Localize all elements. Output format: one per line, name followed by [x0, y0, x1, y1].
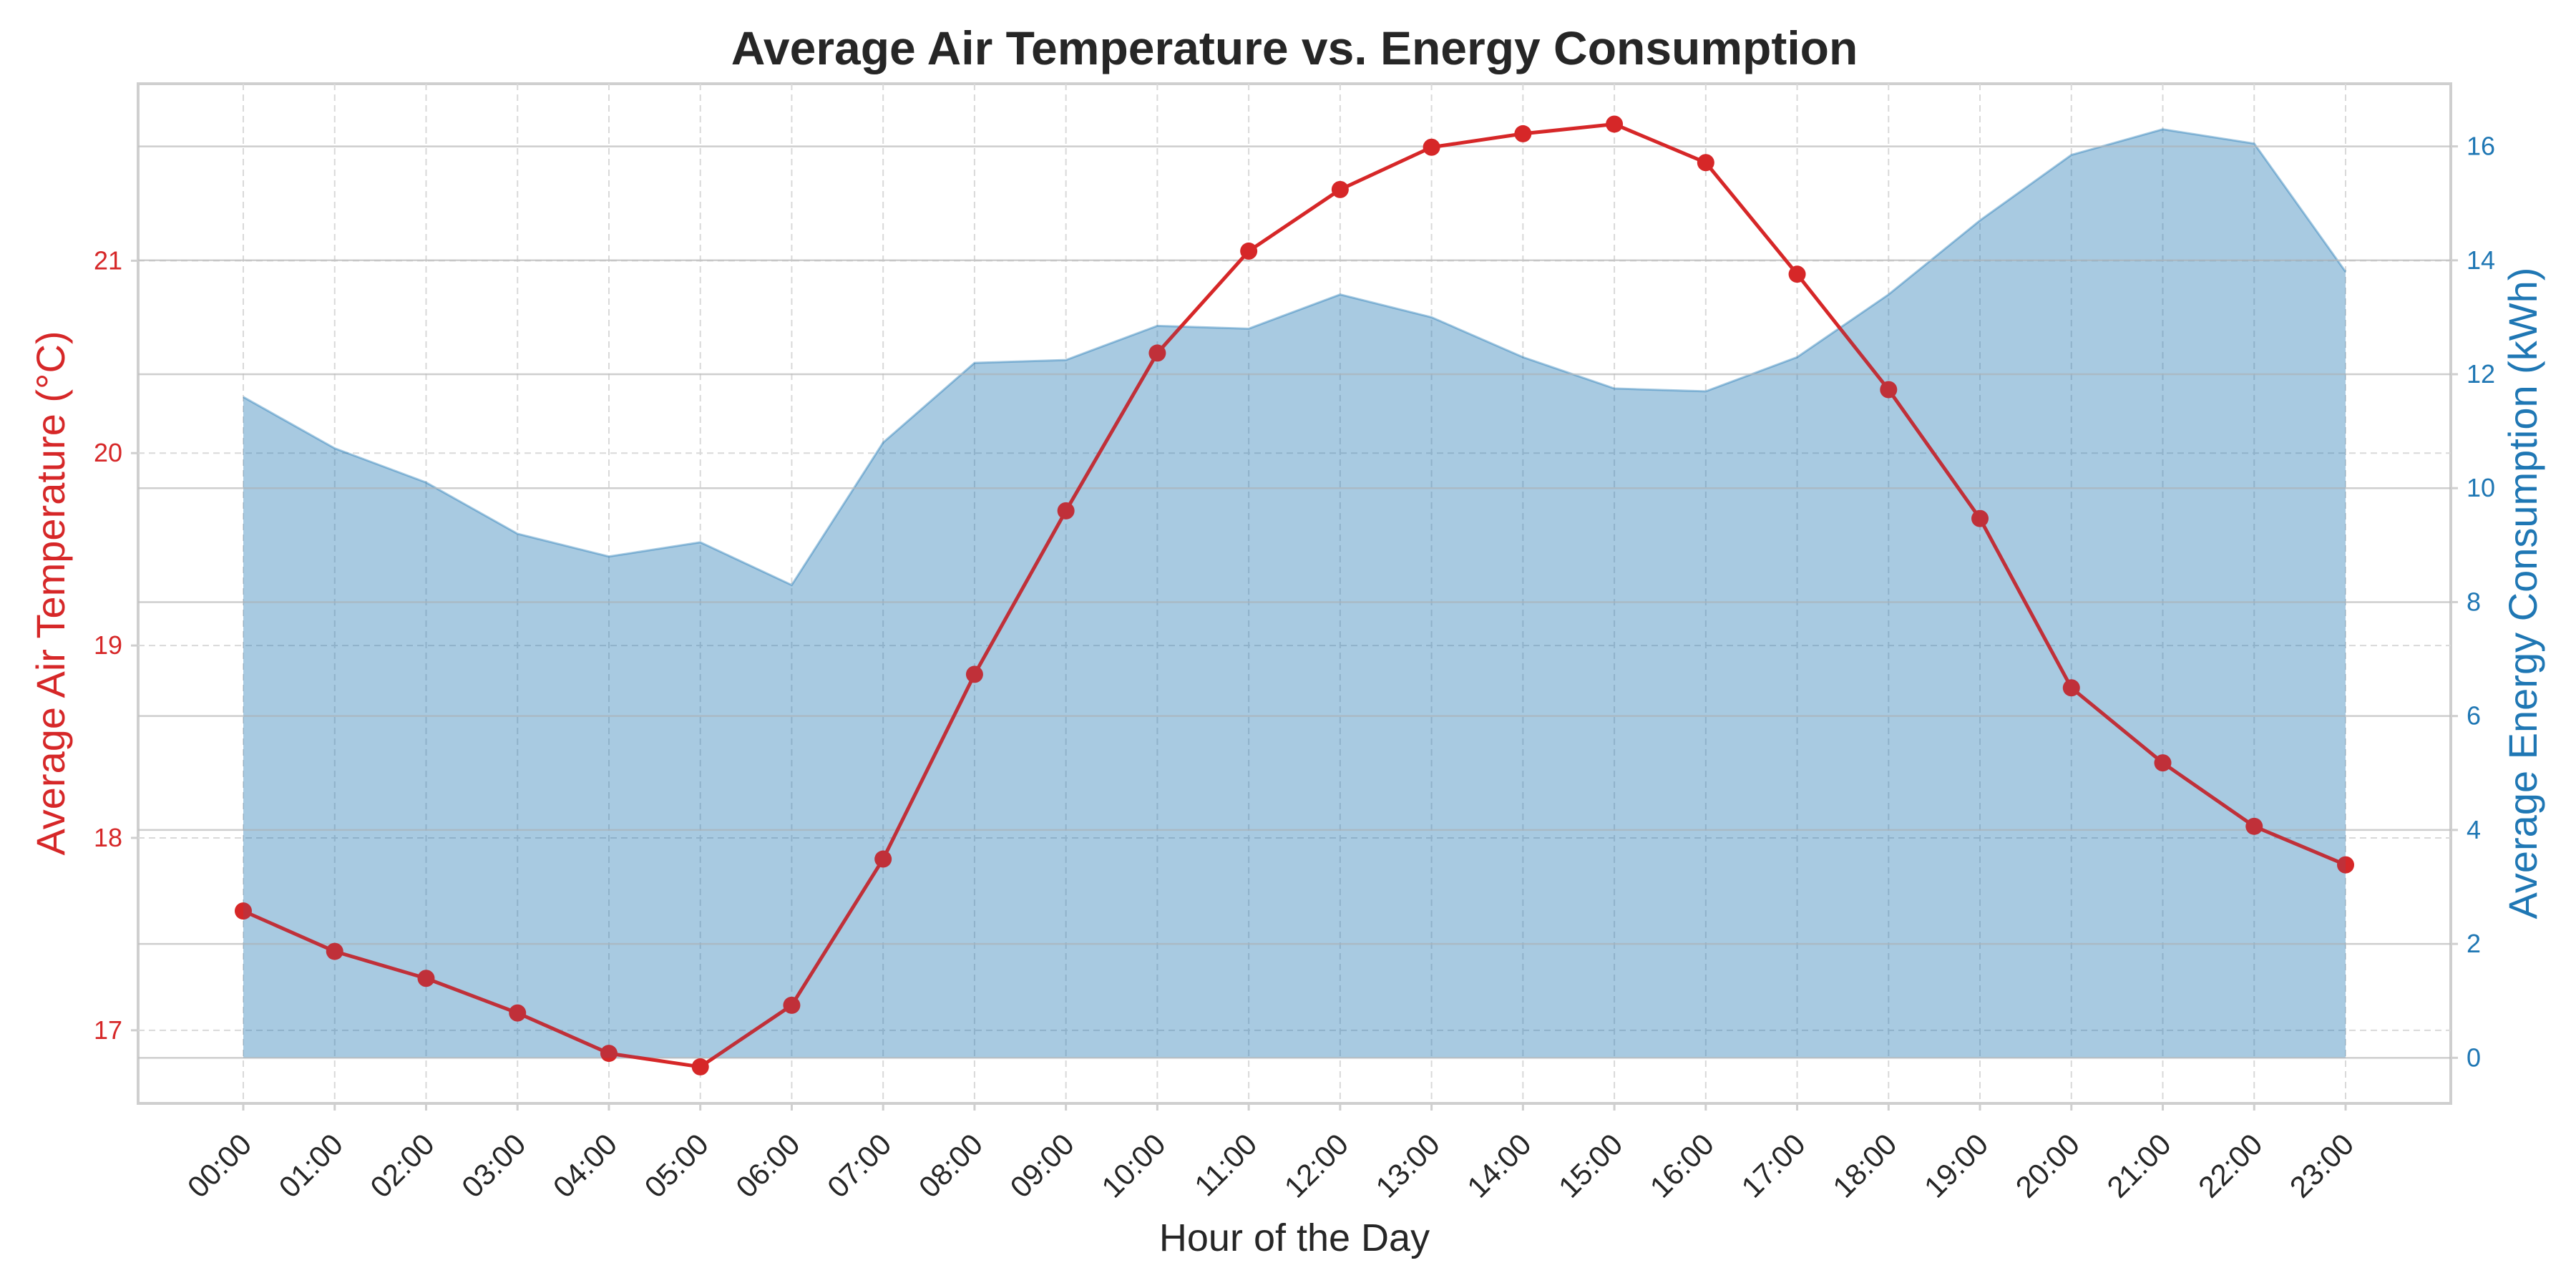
x-tick-label: 11:00	[1188, 1127, 1263, 1202]
x-tick-label: 14:00	[1460, 1127, 1538, 1204]
x-tick-label: 00:00	[181, 1127, 258, 1204]
temperature-point	[509, 1004, 527, 1022]
x-tick-label: 18:00	[1826, 1127, 1903, 1204]
x-axis-label: Hour of the Day	[1159, 1216, 1430, 1259]
x-tick-label: 02:00	[364, 1127, 441, 1204]
x-tick-label: 06:00	[729, 1127, 806, 1204]
right-y-grid	[138, 145, 2451, 1059]
temperature-point	[874, 850, 892, 868]
x-tick-label: 12:00	[1278, 1127, 1355, 1204]
x-tick-label: 15:00	[1552, 1127, 1629, 1204]
right-y-tick-labels: 0 2 4 6 8 10 12 14 16	[2451, 132, 2495, 1072]
energy-outline	[243, 128, 2347, 587]
right-y-tick-label: 16	[2467, 132, 2495, 161]
left-y-tick-label: 18	[94, 823, 122, 852]
temperature-point	[2062, 679, 2080, 697]
x-tick-label: 17:00	[1735, 1127, 1812, 1204]
x-tick-label: 08:00	[912, 1127, 990, 1204]
x-tick-label: 01:00	[273, 1127, 350, 1204]
temperature-point	[1606, 115, 1624, 133]
temperature-point	[1971, 509, 1989, 527]
right-y-tick-label: 4	[2467, 815, 2481, 844]
right-y-axis-label: Average Energy Consumption (kWh)	[2500, 268, 2545, 919]
x-tick-label: 09:00	[1003, 1127, 1080, 1204]
left-y-tick-label: 17	[94, 1015, 122, 1045]
temperature-point	[1423, 138, 1440, 156]
temperature-point	[965, 665, 983, 683]
right-y-tick-label: 2	[2467, 929, 2481, 958]
energy-area-overlay	[243, 129, 2346, 1058]
right-y-tick-label: 0	[2467, 1043, 2481, 1072]
left-y-tick-labels: 17 18 19 20 21	[94, 245, 138, 1045]
temperature-point	[235, 902, 252, 920]
right-y-tick-label: 14	[2467, 245, 2495, 275]
temperature-point	[1148, 344, 1166, 362]
temperature-line-layer	[235, 115, 2354, 1075]
left-y-axis-label: Average Air Temperature (°C)	[28, 331, 73, 855]
x-tick-label: 03:00	[455, 1127, 532, 1204]
right-y-tick-label: 10	[2467, 473, 2495, 502]
temperature-point	[1514, 125, 1532, 142]
x-tick-label: 13:00	[1369, 1127, 1446, 1204]
x-tick-label: 22:00	[2192, 1127, 2269, 1204]
temperature-point	[1057, 502, 1075, 519]
x-tick-label: 10:00	[1095, 1127, 1172, 1204]
temperature-point	[1880, 381, 1898, 399]
temperature-point	[1788, 265, 1806, 283]
temperature-point	[2245, 817, 2263, 835]
temperature-point	[1697, 154, 1714, 172]
x-tick-label: 07:00	[821, 1127, 898, 1204]
temperature-point	[1240, 242, 1258, 260]
x-tick-labels: 00:00 01:00 02:00 03:00 04:00 05:00 06:00 07:00…	[181, 1103, 2361, 1204]
energy-area-layer	[243, 128, 2347, 1058]
temperature-point	[2154, 754, 2172, 772]
plot-frame	[137, 82, 2452, 1105]
left-y-tick-label: 20	[94, 438, 122, 467]
x-tick-label: 04:00	[547, 1127, 624, 1204]
x-tick-label: 19:00	[1918, 1127, 1995, 1204]
right-y-tick-label: 6	[2467, 701, 2481, 731]
temperature-point	[2337, 856, 2354, 874]
x-tick-label: 21:00	[2100, 1127, 2177, 1204]
left-y-tick-label: 21	[94, 245, 122, 275]
temperature-point	[783, 996, 801, 1014]
chart-title: Average Air Temperature vs. Energy Consu…	[731, 21, 1858, 74]
temperature-point	[417, 970, 435, 987]
right-y-tick-label: 8	[2467, 587, 2481, 616]
x-tick-label: 23:00	[2283, 1127, 2361, 1204]
temperature-point	[326, 942, 343, 960]
temperature-line	[242, 122, 2346, 1069]
temperature-point	[691, 1058, 709, 1075]
x-tick-label: 05:00	[638, 1127, 716, 1204]
temperature-point	[1331, 180, 1349, 198]
x-tick-label: 16:00	[1644, 1127, 1721, 1204]
temperature-point	[600, 1045, 618, 1063]
right-y-tick-label: 12	[2467, 359, 2495, 389]
x-grid	[243, 84, 2346, 1103]
left-y-tick-label: 19	[94, 630, 122, 660]
energy-area	[243, 129, 2346, 1058]
x-tick-label: 20:00	[2009, 1127, 2087, 1204]
